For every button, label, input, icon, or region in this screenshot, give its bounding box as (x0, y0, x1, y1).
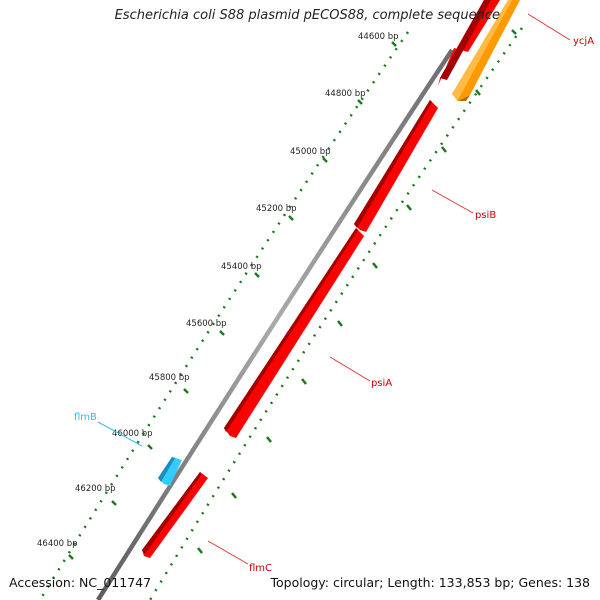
gene-label-leaders (97, 13, 571, 565)
outer-major-ticks (68, 41, 397, 560)
tick-label: 44600 bp (358, 32, 399, 42)
map-title: Escherichia coli S88 plasmid pECOS88, co… (114, 8, 500, 23)
tick-label: 45600 bp (186, 319, 227, 329)
tick-label: 45400 bp (221, 262, 262, 272)
gene-label-psiB: psiB (475, 210, 496, 221)
summary-text: Topology: circular; Length: 133,853 bp; … (270, 575, 591, 590)
tick-label: 44800 bp (325, 89, 366, 99)
outer-tick-ring (38, 31, 410, 600)
gene-segment-top-red[interactable] (438, 0, 500, 86)
accession-text: Accession: NC_011747 (9, 575, 152, 590)
inner-major-ticks (197, 29, 517, 554)
tick-label: 46000 bp (112, 429, 153, 439)
gene-label-flmC: flmC (249, 563, 272, 574)
gene-ycjA[interactable] (452, 0, 520, 101)
gene-psiB[interactable] (354, 100, 438, 232)
tick-labels: 44600 bp 44800 bp 45000 bp 45200 bp 4540… (37, 32, 399, 549)
tick-label: 45000 bp (290, 147, 331, 157)
inner-tick-ring (148, 27, 524, 600)
tick-label: 45200 bp (256, 204, 297, 214)
gene-label-psiA: psiA (371, 378, 392, 389)
gene-flmC[interactable] (142, 472, 208, 558)
tick-label: 46400 bp (37, 539, 78, 549)
gene-label-ycjA: ycjA (573, 36, 594, 47)
tick-label: 45800 bp (149, 373, 190, 383)
gene-label-flmB: flmB (74, 412, 97, 423)
gene-psiA[interactable] (224, 228, 364, 438)
gene-flmB[interactable] (158, 457, 182, 486)
tick-label: 46200 bp (75, 484, 116, 494)
backbone-arc (96, 48, 454, 600)
